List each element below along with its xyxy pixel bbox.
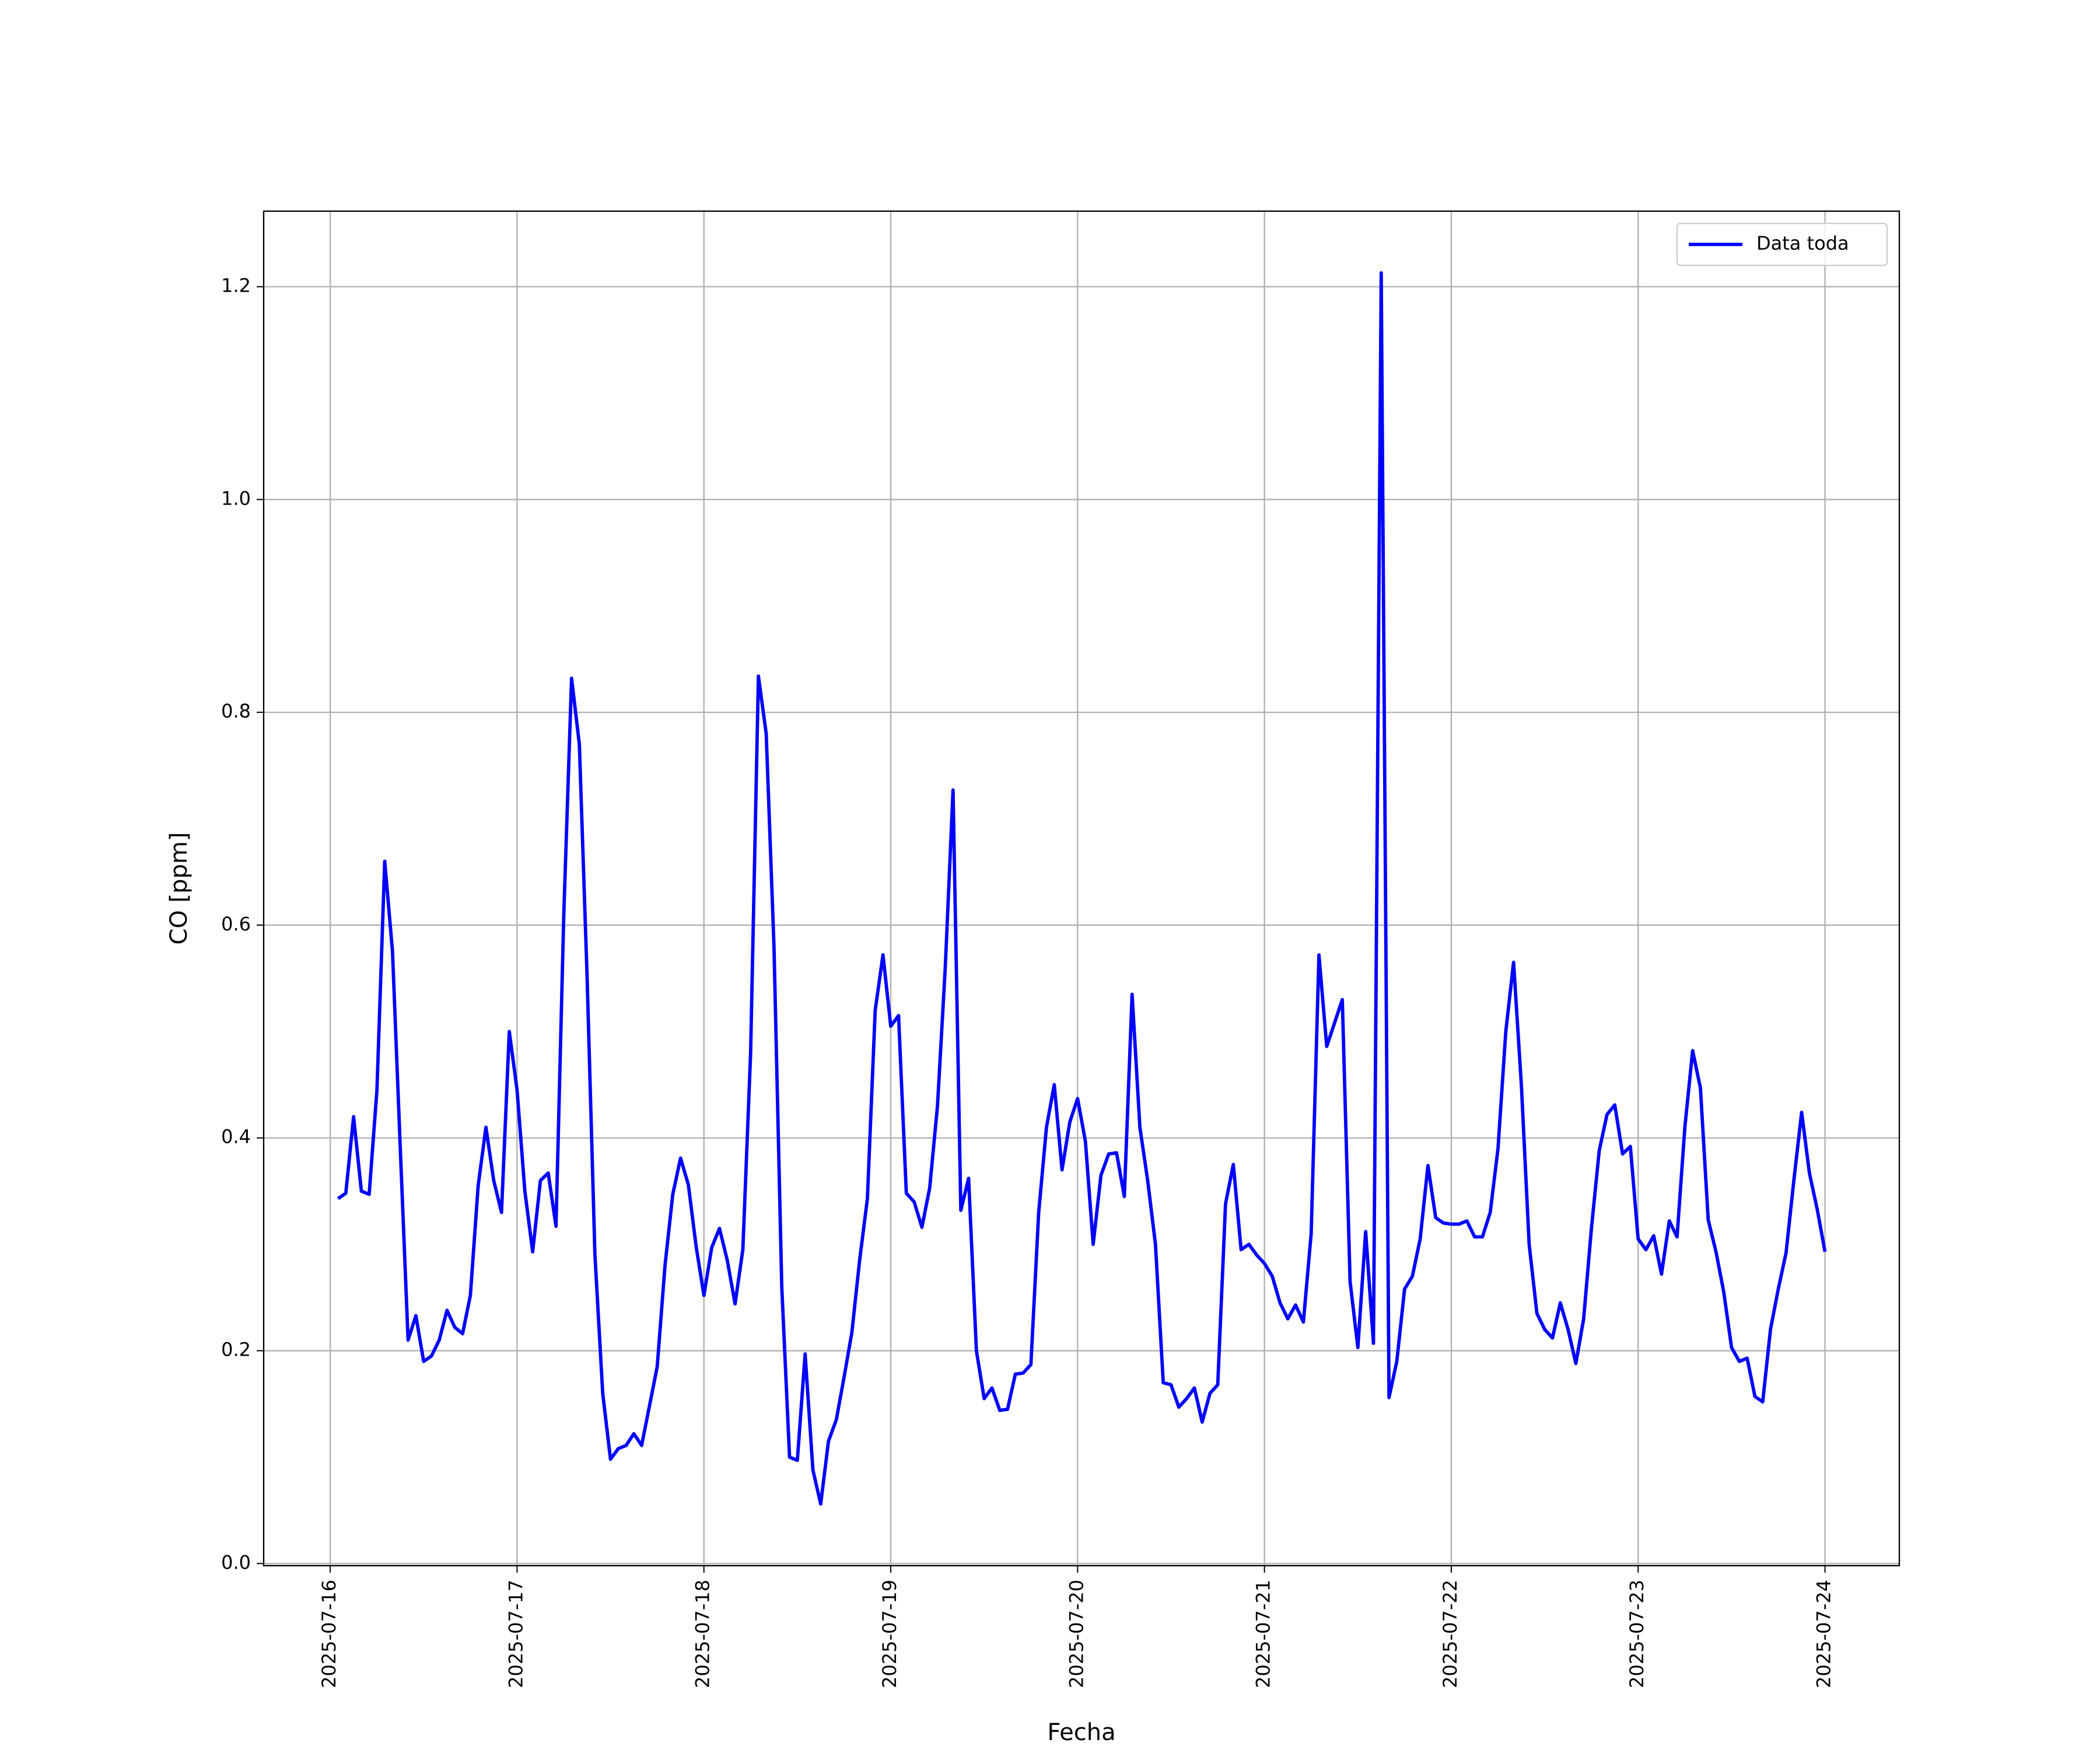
x-tick-label: 2025-07-16 <box>318 1580 340 1688</box>
data-line <box>337 271 1827 1506</box>
x-tick-label: 2025-07-21 <box>1252 1580 1275 1688</box>
x-tick-label: 2025-07-18 <box>692 1580 714 1688</box>
y-tick-label: 0.8 <box>221 700 251 722</box>
y-tick-label: 0.2 <box>221 1339 251 1361</box>
legend-box <box>1676 222 1888 267</box>
x-tick-label: 2025-07-17 <box>505 1580 527 1688</box>
y-axis-label: CO [ppm] <box>166 832 192 944</box>
x-axis-label: Fecha <box>1047 1719 1115 1746</box>
x-tick-label: 2025-07-22 <box>1439 1580 1461 1688</box>
x-tick-label: 2025-07-23 <box>1626 1580 1648 1688</box>
x-tick-label: 2025-07-24 <box>1813 1580 1835 1688</box>
y-tick-label: 0.0 <box>221 1551 251 1573</box>
y-tick-label: 1.2 <box>221 275 251 297</box>
x-tick-label: 2025-07-20 <box>1065 1580 1087 1688</box>
y-tick-label: 0.6 <box>221 913 251 935</box>
y-tick-label: 0.4 <box>221 1126 251 1148</box>
x-tick-label: 2025-07-19 <box>878 1580 901 1688</box>
y-tick-label: 1.0 <box>221 487 251 509</box>
legend-label: Data toda <box>1756 232 1849 254</box>
plot-frame <box>262 210 1901 1567</box>
